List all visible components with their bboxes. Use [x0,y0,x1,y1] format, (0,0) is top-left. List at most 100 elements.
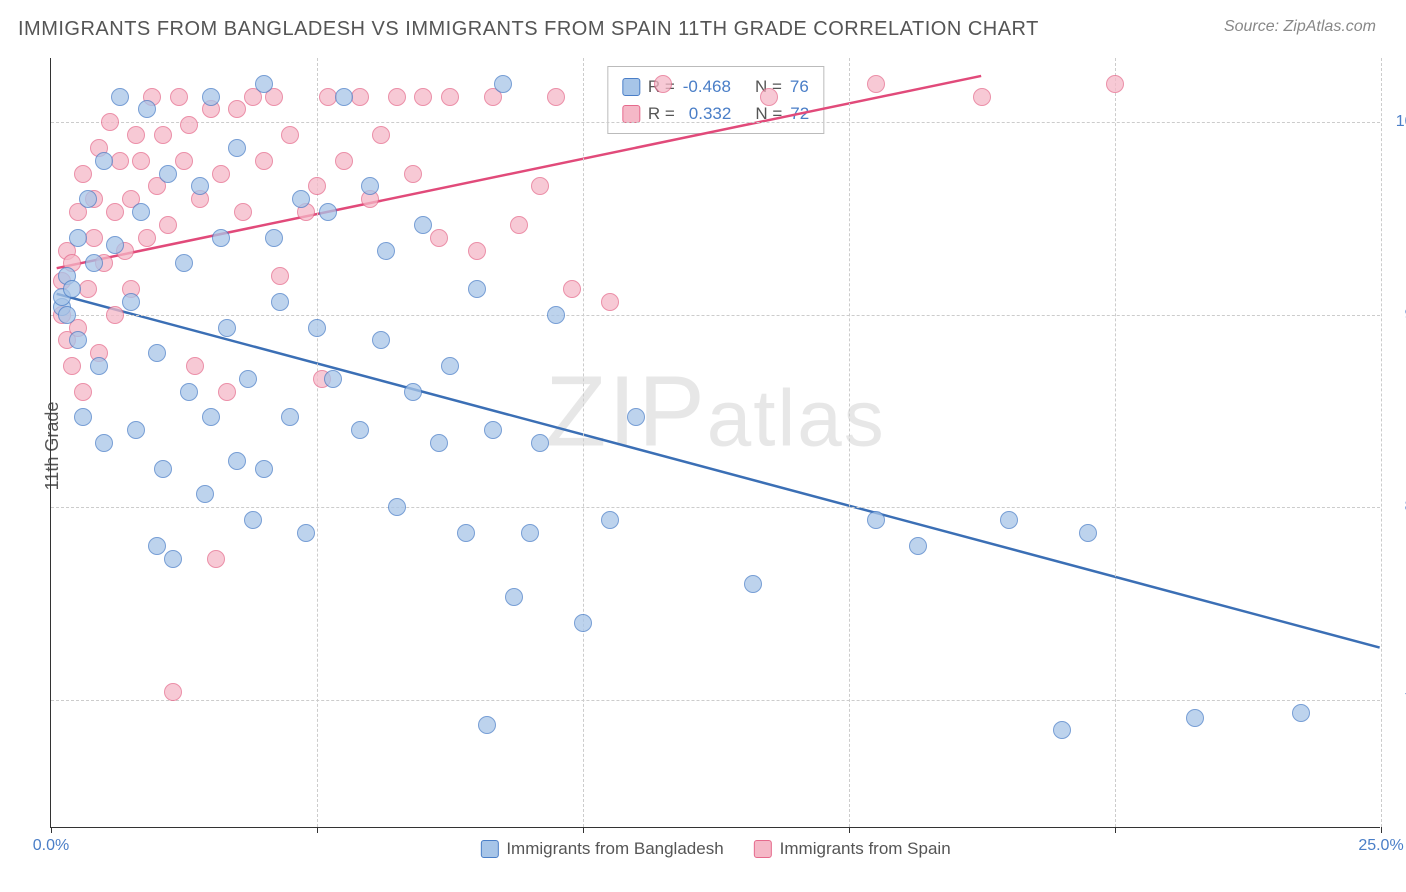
x-tick-mark [1115,827,1116,833]
scatter-point [574,614,592,632]
x-tick-label: 0.0% [33,837,69,855]
scatter-point [1053,721,1071,739]
scatter-point [441,88,459,106]
scatter-point [909,537,927,555]
scatter-point [281,408,299,426]
scatter-point [377,242,395,260]
scatter-point [90,357,108,375]
scatter-point [85,229,103,247]
scatter-point [563,280,581,298]
scatter-point [468,280,486,298]
x-tick-mark [51,827,52,833]
scatter-point [111,152,129,170]
scatter-point [58,306,76,324]
y-tick-label: 100.0% [1390,113,1406,131]
gridline-h [51,507,1380,508]
scatter-point [154,460,172,478]
gridline-v [1115,58,1116,827]
scatter-point [335,152,353,170]
scatter-point [601,511,619,529]
scatter-point [218,319,236,337]
trend-lines [51,58,1380,827]
scatter-point [180,116,198,134]
n-value-bangladesh: 76 [790,73,809,100]
scatter-point [441,357,459,375]
x-tick-mark [317,827,318,833]
scatter-point [297,524,315,542]
chart-title: IMMIGRANTS FROM BANGLADESH VS IMMIGRANTS… [18,18,1039,41]
scatter-point [1079,524,1097,542]
scatter-point [601,293,619,311]
scatter-point [180,383,198,401]
trend-line [57,76,981,268]
scatter-point [760,88,778,106]
y-tick-label: 77.5% [1390,691,1406,709]
scatter-point [132,203,150,221]
scatter-point [430,434,448,452]
legend-item-spain: Immigrants from Spain [754,839,951,859]
scatter-point [106,236,124,254]
scatter-point [255,460,273,478]
scatter-point [74,383,92,401]
gridline-v [317,58,318,827]
scatter-point [308,319,326,337]
scatter-point [154,126,172,144]
swatch-bangladesh-bottom-icon [480,840,498,858]
scatter-point [159,165,177,183]
x-tick-mark [849,827,850,833]
scatter-point [228,100,246,118]
gridline-v [849,58,850,827]
swatch-bangladesh-icon [622,78,640,96]
scatter-point [547,88,565,106]
scatter-point [627,408,645,426]
scatter-point [132,152,150,170]
scatter-point [265,229,283,247]
series-legend: Immigrants from Bangladesh Immigrants fr… [480,839,950,859]
scatter-point [212,229,230,247]
scatter-point [973,88,991,106]
gridline-h [51,315,1380,316]
scatter-point [159,216,177,234]
scatter-point [207,550,225,568]
scatter-point [234,203,252,221]
scatter-point [1000,511,1018,529]
scatter-point [414,88,432,106]
scatter-point [867,511,885,529]
x-tick-mark [583,827,584,833]
legend-row-bangladesh: R = -0.468 N = 76 [622,73,809,100]
x-tick-mark [1381,827,1382,833]
swatch-spain-bottom-icon [754,840,772,858]
correlation-legend: R = -0.468 N = 76 R = 0.332 N = 72 [607,66,824,134]
scatter-point [255,75,273,93]
scatter-point [372,126,390,144]
scatter-point [196,485,214,503]
scatter-point [388,88,406,106]
scatter-point [202,408,220,426]
chart-source: Source: ZipAtlas.com [1224,18,1376,36]
scatter-point [170,88,188,106]
scatter-point [74,408,92,426]
scatter-point [106,306,124,324]
x-tick-label: 25.0% [1358,837,1403,855]
scatter-point [271,267,289,285]
scatter-point [468,242,486,260]
scatter-point [138,100,156,118]
scatter-point [521,524,539,542]
scatter-point [654,75,672,93]
gridline-h [51,700,1380,701]
chart-header: IMMIGRANTS FROM BANGLADESH VS IMMIGRANTS… [0,0,1406,45]
scatter-point [547,306,565,324]
scatter-point [531,434,549,452]
scatter-point [127,126,145,144]
n-value-spain: 72 [790,100,809,127]
scatter-point [744,575,762,593]
scatter-point [175,152,193,170]
scatter-point [95,434,113,452]
scatter-point [335,88,353,106]
scatter-point [111,88,129,106]
scatter-point [218,383,236,401]
scatter-point [164,683,182,701]
scatter-point [239,370,257,388]
scatter-point [138,229,156,247]
scatter-point [164,550,182,568]
